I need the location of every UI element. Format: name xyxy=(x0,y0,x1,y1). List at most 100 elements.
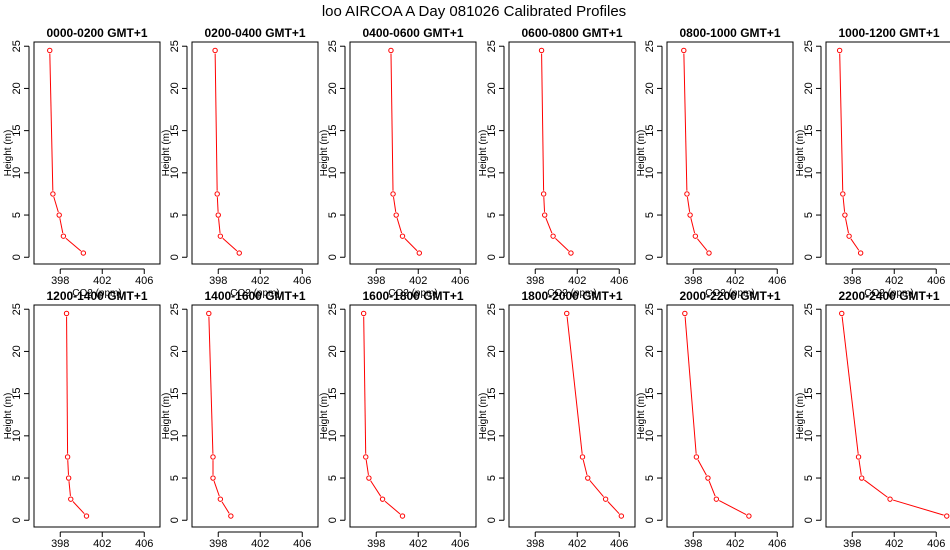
x-tick-label: 402 xyxy=(93,538,111,550)
profile-segment xyxy=(683,53,688,191)
data-point xyxy=(684,191,690,197)
y-tick-label: 10 xyxy=(644,430,656,442)
y-tick-label: 0 xyxy=(327,517,339,523)
data-point xyxy=(706,250,712,256)
data-point xyxy=(56,212,62,218)
profile-segment xyxy=(218,218,221,234)
data-point xyxy=(50,191,56,197)
x-tick-label: 406 xyxy=(610,275,628,287)
plot-frame xyxy=(825,304,950,528)
data-point xyxy=(842,212,848,218)
x-tick-label: 398 xyxy=(684,538,702,550)
panel-title: 0600-0800 GMT+1 xyxy=(521,26,622,40)
x-tick-label: 398 xyxy=(209,538,227,550)
plot-frame xyxy=(191,41,319,265)
panel: 0000-0200 GMT+1 398 402 406 CO2 (ppm) 0 5 10 15 2… xyxy=(3,26,161,299)
y-tick-label: 5 xyxy=(327,212,339,218)
y-tick-label: 0 xyxy=(644,254,656,260)
y-tick-label: 5 xyxy=(644,212,656,218)
y-tick-label: 10 xyxy=(486,167,498,179)
y-tick-label: 10 xyxy=(803,430,815,442)
x-tick-label: 402 xyxy=(568,538,586,550)
y-axis-label: Height (m) xyxy=(161,130,172,177)
data-point xyxy=(228,513,234,519)
y-axis-label: Height (m) xyxy=(319,130,330,177)
data-point xyxy=(840,191,846,197)
y-axis-label: Height (m) xyxy=(478,393,489,440)
profile-segment xyxy=(696,238,708,251)
data-point xyxy=(214,191,220,197)
y-tick-label: 15 xyxy=(169,388,181,400)
data-point xyxy=(366,475,372,481)
y-tick-label: 20 xyxy=(486,82,498,94)
profile-segment xyxy=(222,237,238,252)
y-axis-label: Height (m) xyxy=(478,130,489,177)
profile-segment xyxy=(396,217,403,234)
x-axis-label: CO2 (ppm) xyxy=(547,288,596,299)
data-point xyxy=(836,47,843,54)
y-tick-label: 5 xyxy=(644,475,656,481)
data-point xyxy=(416,250,422,256)
x-tick-label: 406 xyxy=(610,538,628,550)
profile-segment xyxy=(863,479,888,498)
y-tick-label: 15 xyxy=(11,388,23,400)
y-tick-label: 25 xyxy=(803,303,815,315)
profile-segment xyxy=(582,459,588,476)
data-point xyxy=(550,233,556,239)
profile-segment xyxy=(839,53,844,191)
x-tick-label: 402 xyxy=(885,275,903,287)
profile-segment xyxy=(214,53,218,191)
data-point xyxy=(705,475,711,481)
y-tick-label: 5 xyxy=(11,475,23,481)
data-point xyxy=(602,496,609,502)
x-tick-label: 406 xyxy=(451,538,469,550)
x-tick-label: 398 xyxy=(51,538,69,550)
profile-segment xyxy=(66,316,69,454)
profile-segment xyxy=(404,238,418,252)
data-point xyxy=(390,191,396,197)
data-point xyxy=(65,475,72,481)
y-tick-label: 10 xyxy=(11,430,23,442)
profile-segment xyxy=(208,316,214,454)
data-point xyxy=(746,513,752,519)
y-tick-label: 25 xyxy=(11,40,23,52)
plot-frame xyxy=(349,304,477,528)
x-axis-label: CO2 (ppm) xyxy=(705,288,754,299)
y-tick-label: 15 xyxy=(803,125,815,137)
y-axis-label: Height (m) xyxy=(319,393,330,440)
data-point xyxy=(236,250,242,256)
y-axis-label: Height (m) xyxy=(3,130,14,177)
profile-segment xyxy=(850,238,860,251)
profile-segment xyxy=(684,316,697,454)
data-point xyxy=(360,310,367,317)
panel: 1400-1600 GMT+1 398 402 406 CO2 (ppm) 0 5 10 15 2… xyxy=(161,289,319,550)
data-point xyxy=(542,212,548,218)
y-tick-label: 0 xyxy=(169,254,181,260)
panel-title: 1200-1400 GMT+1 xyxy=(46,289,147,303)
x-tick-label: 398 xyxy=(526,538,544,550)
data-point xyxy=(212,47,218,54)
y-tick-label: 15 xyxy=(327,125,339,137)
y-tick-label: 20 xyxy=(169,82,181,94)
y-tick-label: 0 xyxy=(486,517,498,523)
plot-frame xyxy=(349,41,477,265)
y-tick-label: 0 xyxy=(803,517,815,523)
x-axis-label: CO2 (ppm) xyxy=(864,288,913,299)
y-tick-label: 10 xyxy=(327,167,339,179)
profile-segment xyxy=(708,480,716,497)
y-tick-label: 20 xyxy=(486,345,498,357)
profile-segment xyxy=(589,480,604,498)
profile-segment xyxy=(842,197,846,212)
y-axis-label: Height (m) xyxy=(795,130,806,177)
panel-title: 0400-0600 GMT+1 xyxy=(362,26,463,40)
y-tick-label: 5 xyxy=(327,475,339,481)
y-tick-label: 25 xyxy=(486,40,498,52)
profile-segment xyxy=(845,218,849,234)
y-tick-label: 10 xyxy=(11,167,23,179)
y-tick-label: 25 xyxy=(11,303,23,315)
x-tick-label: 402 xyxy=(726,538,744,550)
y-tick-label: 15 xyxy=(803,388,815,400)
y-axis-label: Height (m) xyxy=(795,393,806,440)
y-tick-label: 15 xyxy=(644,125,656,137)
x-tick-label: 398 xyxy=(526,275,544,287)
